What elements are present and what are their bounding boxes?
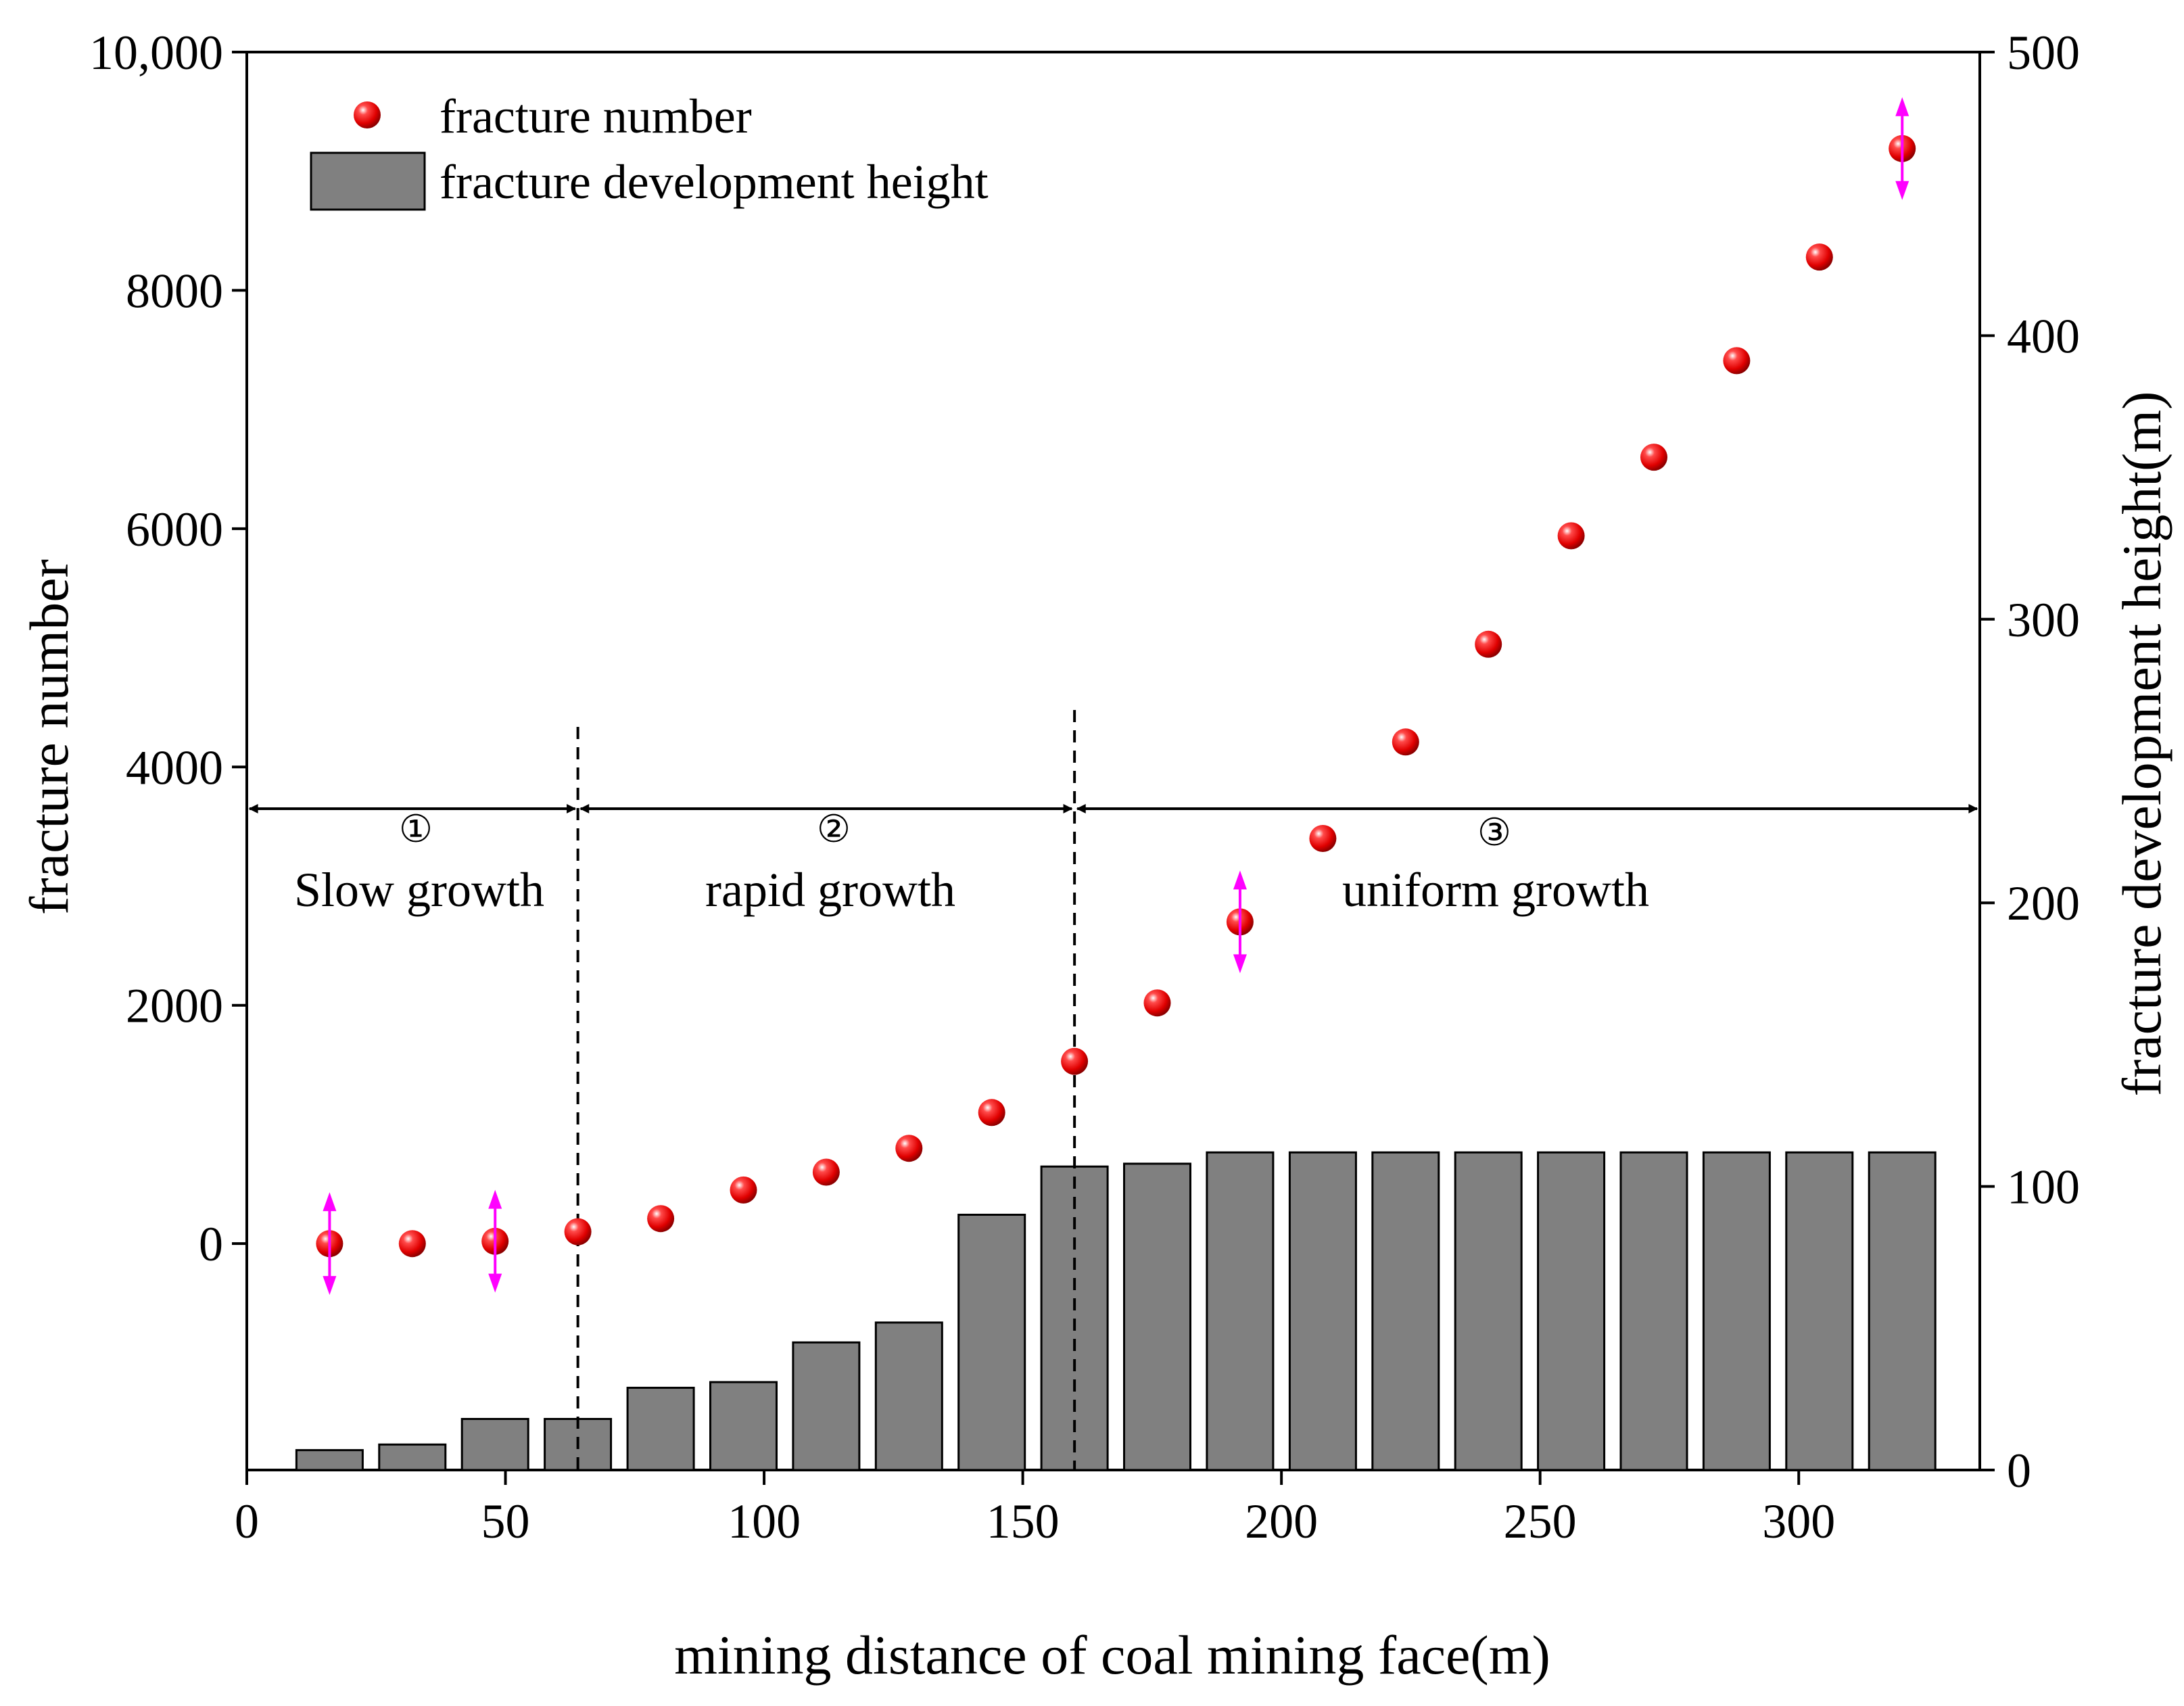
y-left-tick-label: 0 [199,1217,223,1271]
y-right-tick-label: 300 [2007,593,2080,647]
bar [1868,1151,1937,1471]
x-tick-label: 0 [235,1494,259,1548]
data-point [647,1205,675,1233]
y-right-tick-label: 500 [2007,26,2080,80]
data-point [1061,1047,1089,1075]
x-axis-title: mining distance of coal mining face(m) [674,1624,1550,1686]
phase-1: ① Slow growth [294,809,544,917]
legend-bar-marker [310,151,426,211]
double-arrow-head-down [488,1273,502,1293]
double-arrow-head-up [488,1189,502,1209]
bar [874,1321,943,1471]
data-point [1392,728,1419,756]
x-tick-label: 200 [1245,1494,1318,1548]
data-point [812,1158,840,1186]
data-point [1475,630,1502,658]
y-axis-left-title: fracture number [18,559,80,915]
data-point [1309,825,1337,852]
bar [1123,1162,1191,1471]
data-point [1143,989,1171,1017]
phase-3: ③ uniform growth [1342,812,1649,917]
bar-series [295,1151,1937,1471]
data-point [1805,243,1833,271]
bar [1288,1151,1357,1471]
data-point [978,1099,1005,1127]
legend: fracture number fracture development hei… [310,89,989,211]
x-tick-label: 250 [1504,1494,1577,1548]
axes: 0 50 100 150 200 250 30010,0008000600040002000… [89,26,2080,1548]
legend-label-fracture-number: fracture number [440,89,752,143]
y-left-tick-label: 4000 [126,740,223,795]
double-arrow-head-down [1895,181,1909,200]
x-tick-label: 100 [728,1494,801,1548]
double-arrow [488,1189,502,1293]
y-right-tick-label: 100 [2007,1160,2080,1214]
bar [792,1341,861,1471]
data-point [1557,522,1585,550]
phase-dividers [576,710,1076,1470]
double-arrow [1895,97,1909,200]
phase-3-label: uniform growth [1342,863,1649,917]
bar [1454,1151,1523,1471]
plot-border [245,51,1981,1471]
double-arrow [1233,870,1247,974]
data-point [1640,444,1667,471]
legend-label-fracture-development-height: fracture development height [440,155,989,209]
plot-frame [245,51,1981,1471]
bar [1619,1151,1688,1471]
phase-2-number: ② [817,809,851,851]
point-series [316,135,1916,1258]
bar [1785,1151,1854,1471]
double-arrow-markers [323,97,1909,1296]
bar [626,1386,695,1471]
double-arrow [323,1192,337,1296]
data-point [895,1135,923,1162]
y-right-tick-label: 0 [2007,1444,2031,1498]
y-right-tick-label: 400 [2007,309,2080,363]
double-arrow-head-up [1895,97,1909,116]
y-right-tick-label: 200 [2007,876,2080,930]
y-left-tick-label: 10,000 [89,26,223,80]
double-arrow-head-up [1233,870,1247,890]
bar [1537,1151,1606,1471]
phase-2: ② rapid growth [705,809,955,917]
data-point [564,1218,592,1246]
bar [709,1381,778,1471]
data-point [1723,347,1751,375]
bar [1206,1151,1275,1471]
bar [957,1214,1026,1471]
double-arrow-head-up [323,1192,337,1212]
double-arrow-head-down [1233,954,1247,974]
bar [1371,1151,1440,1471]
phase-2-label: rapid growth [705,863,955,917]
phase-1-label: Slow growth [294,863,544,917]
y-left-tick-label: 2000 [126,979,223,1033]
x-tick-label: 150 [987,1494,1060,1548]
legend-point-marker [354,101,381,128]
bar [1702,1151,1771,1471]
data-point [730,1176,757,1204]
bar [295,1449,364,1471]
phase-3-number: ③ [1477,812,1511,854]
y-left-tick-label: 6000 [126,502,223,556]
y-axis-right-title: fracture development height(m) [2111,392,2173,1097]
y-left-tick-label: 8000 [126,264,223,318]
data-point [398,1230,426,1258]
bar [460,1418,529,1471]
double-arrow-head-down [323,1276,337,1296]
x-tick-label: 300 [1762,1494,1835,1548]
x-tick-label: 50 [481,1494,530,1548]
bar [378,1443,447,1471]
phase-1-number: ① [399,809,433,851]
